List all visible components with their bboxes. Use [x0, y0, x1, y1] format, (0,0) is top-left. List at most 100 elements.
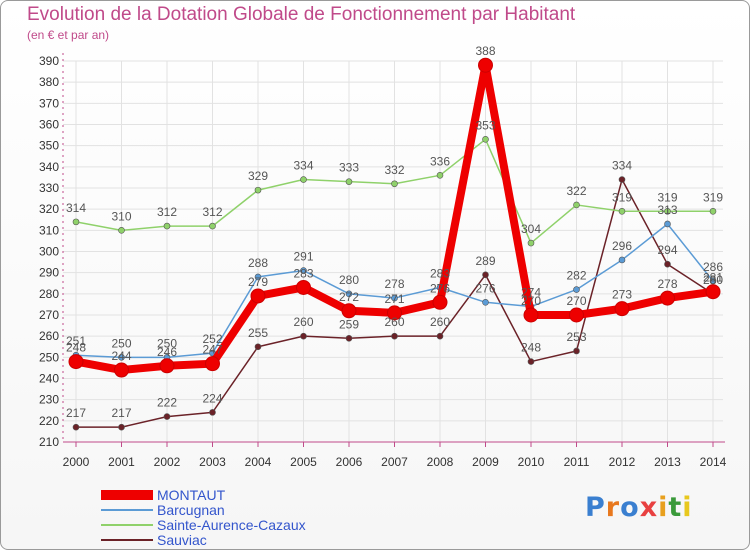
data-label-sauviac: 260: [430, 315, 450, 329]
x-tick-label: 2013: [654, 455, 681, 469]
data-point-sauviac: [527, 358, 535, 365]
data-point-montaut: [114, 362, 129, 378]
data-point-barcugnan: [254, 273, 262, 281]
legend-label-sainte-aurence-cazaux: Sainte-Aurence-Cazaux: [157, 517, 306, 533]
data-point-barcugnan: [300, 267, 307, 274]
data-point-montaut: [387, 305, 402, 321]
data-label-sainte-aurence-cazaux: 310: [111, 209, 131, 223]
data-label-barcugnan: 250: [157, 336, 177, 350]
data-label-barcugnan: 296: [612, 239, 632, 253]
legend-swatch-barcugnan: [101, 509, 153, 511]
x-tick-label: 2008: [427, 455, 454, 469]
data-point-sainte-aurence-cazaux: [345, 178, 353, 185]
x-tick-label: 2007: [381, 455, 408, 469]
data-point-sainte-aurence-cazaux: [436, 172, 444, 179]
data-label-sainte-aurence-cazaux: 353: [475, 118, 495, 132]
data-point-montaut: [660, 290, 675, 306]
x-tick-label: 2011: [564, 455, 590, 469]
data-point-sauviac: [345, 334, 353, 342]
gridlines: [63, 60, 723, 443]
y-tick-label: 270: [39, 308, 59, 322]
data-label-sauviac: 253: [566, 330, 586, 344]
data-point-sauviac: [163, 413, 171, 420]
data-label-sauviac: 294: [657, 243, 677, 257]
data-point-barcugnan: [573, 286, 580, 293]
data-label-barcugnan: 278: [384, 277, 404, 291]
data-point-sauviac: [254, 343, 262, 351]
data-label-montaut: 276: [430, 281, 450, 295]
data-point-sainte-aurence-cazaux: [482, 136, 489, 143]
data-label-sauviac: 260: [384, 315, 404, 329]
data-label-barcugnan: 274: [521, 286, 541, 300]
data-point-sauviac: [618, 176, 626, 183]
legend-item-sauviac: Sauviac: [101, 532, 207, 548]
data-point-montaut: [250, 288, 266, 304]
data-point-barcugnan: [345, 290, 353, 298]
data-point-sauviac: [118, 423, 125, 431]
data-label-sainte-aurence-cazaux: 333: [339, 161, 359, 175]
data-label-sainte-aurence-cazaux: 304: [521, 222, 541, 236]
data-point-sainte-aurence-cazaux: [118, 227, 125, 234]
data-point-sauviac: [482, 271, 489, 279]
data-label-sainte-aurence-cazaux: 312: [202, 205, 222, 219]
legend-label-sauviac: Sauviac: [157, 532, 207, 548]
data-point-sainte-aurence-cazaux: [391, 180, 398, 188]
data-point-barcugnan: [118, 354, 125, 361]
chart-subtitle: (en € et par an): [27, 28, 110, 42]
data-point-sainte-aurence-cazaux: [527, 239, 535, 247]
y-tick-label: 220: [39, 414, 59, 428]
data-label-montaut: 270: [521, 294, 541, 308]
chart-title: Evolution de la Dotation Globale de Fonc…: [27, 4, 576, 25]
data-label-barcugnan: 288: [248, 256, 268, 270]
legend-label-montaut: MONTAUT: [157, 487, 226, 503]
legend-swatch-sauviac: [101, 539, 153, 541]
data-point-sainte-aurence-cazaux: [72, 218, 80, 226]
y-tick-label: 260: [39, 329, 59, 343]
data-point-sauviac: [72, 423, 80, 431]
y-tick-label: 290: [39, 266, 59, 280]
x-tick-label: 2002: [154, 455, 181, 469]
y-tick-label: 360: [39, 118, 59, 132]
data-point-montaut: [159, 358, 175, 374]
y-tick-label: 250: [39, 350, 59, 364]
data-label-montaut: 247: [202, 343, 222, 357]
data-point-sainte-aurence-cazaux: [664, 207, 671, 215]
x-tick-label: 2012: [609, 455, 636, 469]
data-label-sauviac: 222: [157, 396, 177, 410]
data-label-barcugnan: 250: [111, 336, 131, 350]
y-tick-label: 350: [39, 139, 59, 153]
data-label-montaut: 272: [339, 290, 359, 304]
data-point-sainte-aurence-cazaux: [709, 207, 717, 215]
data-point-barcugnan: [482, 298, 489, 306]
x-tick-label: 2014: [700, 455, 727, 469]
legend-swatch-sainte-aurence-cazaux: [101, 524, 153, 526]
data-point-sainte-aurence-cazaux: [254, 186, 262, 194]
y-tick-label: 330: [39, 181, 59, 195]
data-label-sauviac: 217: [66, 406, 86, 420]
y-tick-label: 210: [39, 435, 59, 449]
data-label-barcugnan: 282: [566, 269, 586, 283]
data-label-barcugnan: 251: [66, 334, 86, 348]
x-tick-label: 2006: [336, 455, 363, 469]
legend-item-barcugnan: Barcugnan: [101, 502, 225, 518]
data-label-sainte-aurence-cazaux: 319: [657, 190, 677, 204]
data-label-sainte-aurence-cazaux: 319: [703, 190, 723, 204]
axes: 210 220 230 240 250 260 270 280 290 300 310 320 330 3…: [39, 53, 727, 469]
y-tick-label: 370: [39, 96, 59, 110]
x-tick-label: 2003: [199, 455, 226, 469]
data-label-montaut: 279: [248, 275, 268, 289]
data-point-sauviac: [664, 260, 671, 268]
data-point-montaut: [432, 294, 448, 310]
data-label-barcugnan: 283: [430, 266, 450, 280]
data-label-sainte-aurence-cazaux: 334: [293, 159, 313, 173]
data-point-barcugnan: [709, 277, 717, 285]
data-label-sauviac: 334: [612, 159, 632, 173]
data-label-barcugnan: 276: [475, 281, 495, 295]
data-label-sainte-aurence-cazaux: 332: [384, 163, 404, 177]
data-point-montaut: [341, 303, 357, 319]
data-label-montaut: 246: [157, 345, 177, 359]
x-tick-label: 2001: [108, 455, 135, 469]
data-point-sauviac: [436, 332, 444, 340]
